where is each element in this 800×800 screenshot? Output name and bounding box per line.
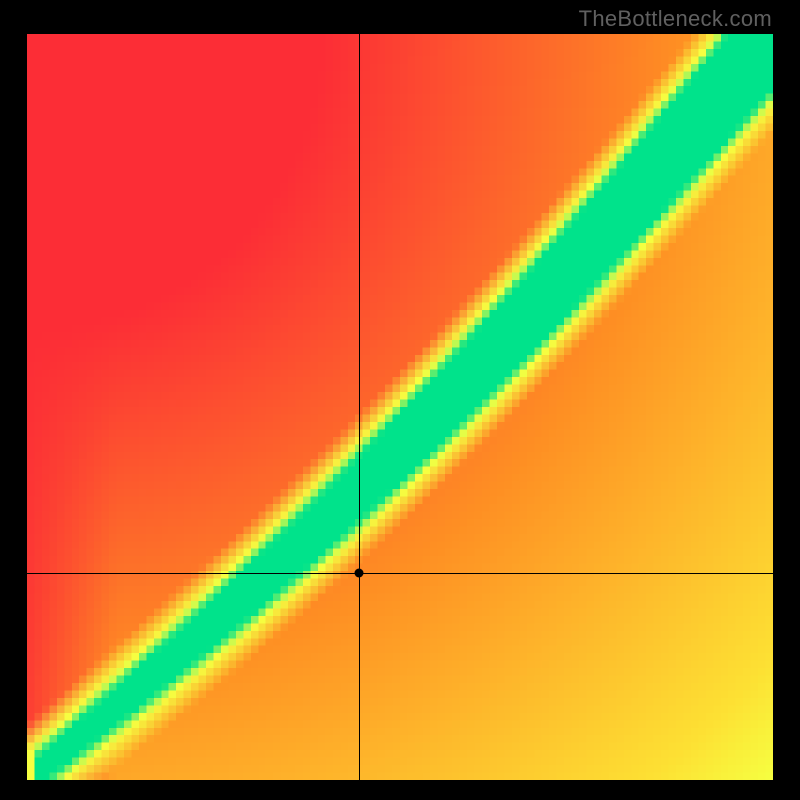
marker-dot: [354, 568, 363, 577]
heatmap-plot: [27, 34, 773, 780]
crosshair-horizontal: [27, 573, 773, 574]
heatmap-canvas: [27, 34, 773, 780]
watermark-text: TheBottleneck.com: [579, 6, 772, 32]
crosshair-vertical: [359, 34, 360, 780]
